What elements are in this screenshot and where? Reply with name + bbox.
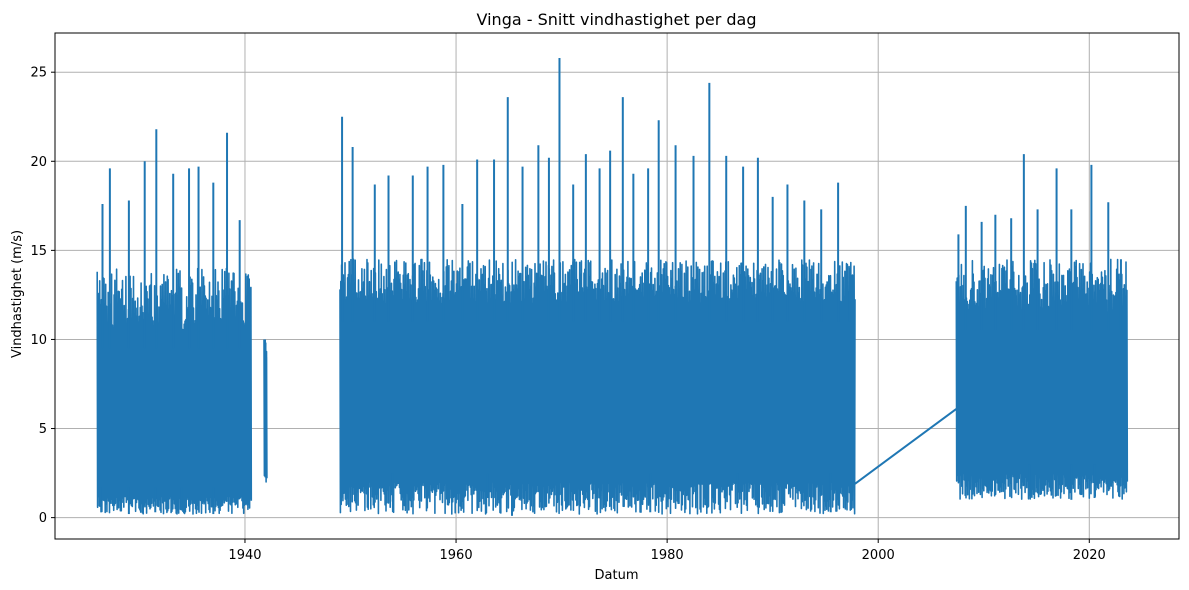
series-segment-line	[263, 339, 268, 483]
series-segment-line	[339, 258, 856, 515]
y-tick-label: 20	[30, 155, 47, 170]
series-segment-line	[96, 267, 253, 515]
x-tick-label: 2020	[1073, 548, 1106, 563]
series-segment-line	[955, 258, 1129, 500]
x-tick-label: 1980	[651, 548, 684, 563]
x-axis-label: Datum	[595, 568, 639, 583]
y-tick-label: 5	[39, 422, 47, 437]
plot-frame	[54, 32, 1180, 540]
x-tick-label: 2000	[862, 548, 895, 563]
y-axis-label: Vindhastighet (m/s)	[10, 230, 25, 358]
x-tick-label: 1960	[440, 548, 473, 563]
y-tick-label: 15	[30, 244, 47, 259]
series-gap-connector	[854, 408, 957, 485]
x-tick-label: 1940	[228, 548, 261, 563]
y-tick-label: 25	[30, 66, 47, 81]
axis-ticks: 1940 1960 1980 2000 2020 0 5 10 15 20 25	[30, 66, 1105, 563]
chart-title: Vinga - Snitt vindhastighet per dag	[477, 10, 757, 29]
y-tick-label: 0	[39, 511, 47, 526]
data-series	[96, 57, 1129, 516]
y-tick-label: 10	[30, 333, 47, 348]
